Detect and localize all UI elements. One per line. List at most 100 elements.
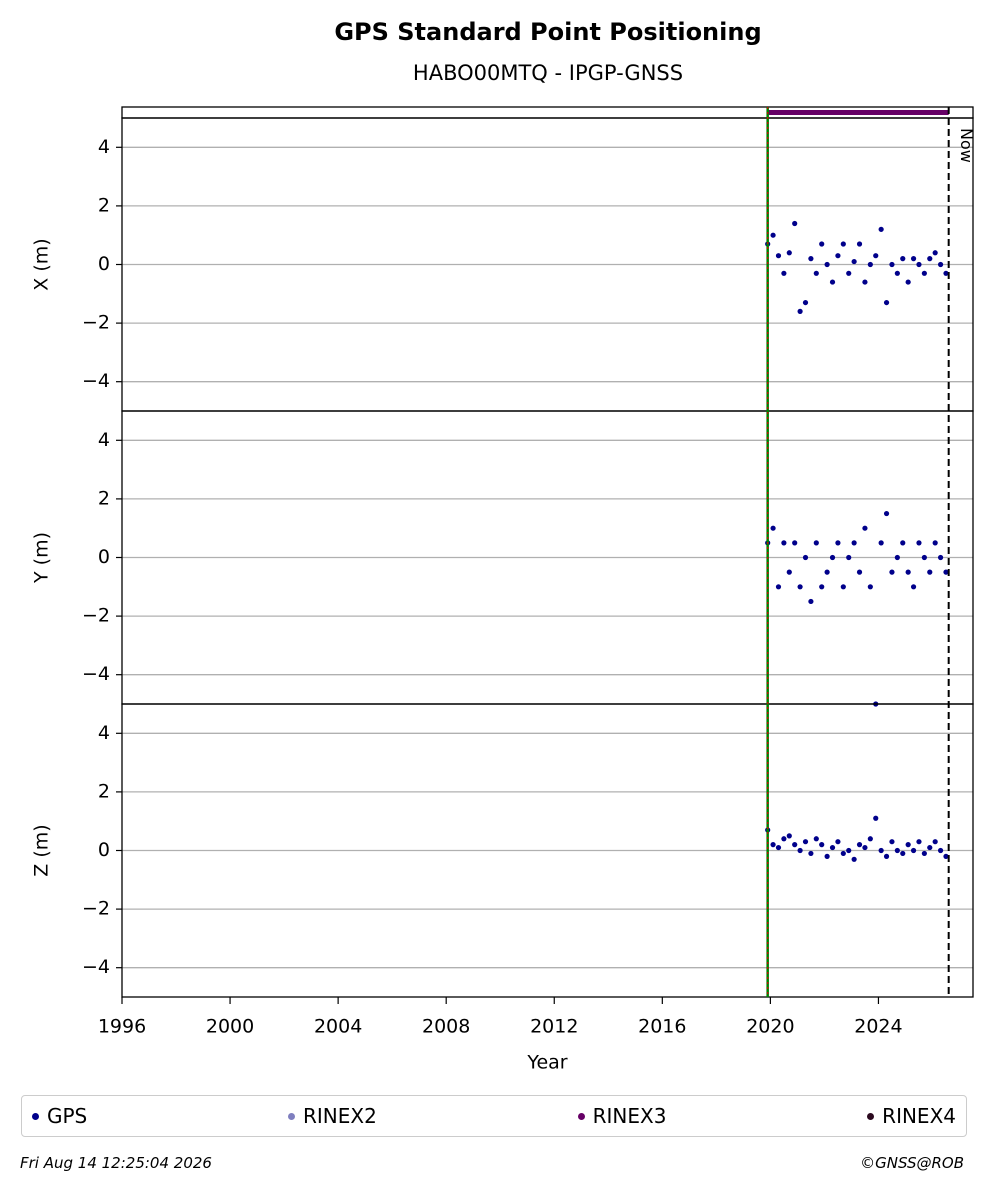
data-point — [932, 540, 938, 546]
x-tick-label: 2008 — [422, 1016, 470, 1038]
legend-label: GPS — [47, 1104, 88, 1128]
data-point — [894, 270, 900, 276]
legend-label: RINEX4 — [882, 1104, 956, 1128]
data-point — [819, 842, 825, 848]
data-point — [819, 584, 825, 590]
data-point — [937, 554, 944, 561]
data-point — [770, 232, 776, 238]
data-point — [889, 569, 895, 575]
data-point — [873, 815, 879, 821]
data-point — [862, 279, 868, 285]
x-tick-label: 2004 — [314, 1016, 362, 1038]
data-point — [943, 569, 949, 575]
y-tick-label: 4 — [98, 722, 110, 744]
data-point — [856, 842, 863, 848]
legend-marker — [32, 1112, 39, 1120]
y-tick-label: 0 — [98, 839, 110, 861]
data-point — [775, 253, 782, 259]
data-point — [916, 839, 922, 845]
y-tick-label: 0 — [98, 546, 110, 568]
data-point — [829, 554, 836, 561]
legend-item: GPS — [32, 1104, 87, 1128]
data-point — [840, 241, 846, 247]
y-axis-label: Y (m) — [31, 532, 53, 584]
data-point — [921, 554, 927, 561]
data-point — [937, 261, 944, 268]
data-point — [889, 839, 895, 845]
data-point — [910, 256, 917, 262]
data-point — [883, 510, 890, 517]
legend: GPS RINEX2 RINEX3 RINEX4 — [21, 1095, 967, 1137]
data-point — [808, 850, 814, 857]
data-point — [770, 842, 776, 848]
x-tick-label: 2024 — [854, 1016, 902, 1038]
data-point — [867, 584, 873, 590]
data-point — [797, 308, 803, 314]
x-tick-label: 1996 — [98, 1016, 146, 1038]
data-point — [797, 847, 803, 854]
data-point — [808, 256, 814, 262]
legend-marker — [288, 1112, 296, 1120]
data-point — [851, 856, 857, 862]
legend-item: RINEX4 — [867, 1104, 956, 1128]
data-point — [916, 261, 922, 268]
data-point — [846, 554, 852, 561]
data-point — [775, 844, 782, 851]
data-point — [916, 540, 922, 546]
data-point — [775, 584, 782, 590]
y-tick-label: −4 — [82, 956, 110, 978]
footer-credit: ©GNSS@ROB — [860, 1154, 964, 1172]
chart: GPS Standard Point Positioning HABO00MTQ… — [31, 18, 977, 1074]
y-tick-label: 0 — [98, 253, 110, 275]
data-point — [867, 261, 873, 268]
legend-label: RINEX2 — [303, 1104, 377, 1128]
data-point — [802, 554, 809, 561]
y-tick-label: 2 — [98, 780, 110, 802]
data-point — [786, 569, 792, 575]
legend-item: RINEX3 — [577, 1104, 666, 1128]
data-point — [819, 241, 825, 247]
data-point — [856, 569, 863, 575]
data-point — [824, 853, 830, 859]
data-point — [786, 833, 792, 839]
y-tick-label: 4 — [98, 429, 110, 451]
y-axis-label: Z (m) — [31, 824, 53, 876]
data-point — [835, 540, 841, 546]
data-point — [835, 253, 841, 259]
chart-subtitle: HABO00MTQ - IPGP-GNSS — [413, 61, 683, 85]
data-point — [878, 226, 884, 232]
data-point — [883, 299, 890, 306]
data-point — [824, 261, 830, 268]
data-point — [846, 270, 852, 276]
data-point — [808, 598, 814, 605]
data-point — [835, 839, 841, 845]
panel-frame — [121, 703, 974, 998]
data-point — [813, 540, 819, 546]
data-point — [862, 525, 868, 531]
data-point — [829, 844, 836, 851]
y-tick-label: −4 — [82, 370, 110, 392]
legend-marker — [867, 1112, 875, 1120]
y-tick-label: 2 — [98, 194, 110, 216]
chart-title: GPS Standard Point Positioning — [334, 18, 761, 46]
y-tick-label: 4 — [98, 136, 110, 158]
data-point — [894, 554, 900, 561]
data-point — [851, 540, 857, 546]
data-point — [781, 540, 787, 546]
data-point — [867, 836, 873, 842]
data-point — [840, 850, 846, 857]
data-point — [937, 847, 944, 854]
data-point — [910, 584, 917, 590]
data-point — [792, 842, 798, 848]
data-point — [840, 584, 846, 590]
data-point — [824, 569, 830, 575]
data-point — [921, 850, 927, 857]
x-tick-label: 2016 — [638, 1016, 686, 1038]
x-tick-label: 2000 — [206, 1016, 254, 1038]
data-point — [829, 279, 836, 285]
data-point — [862, 844, 868, 851]
data-point — [781, 270, 787, 276]
data-point — [792, 220, 798, 227]
data-point — [927, 256, 933, 262]
x-tick-label: 2012 — [530, 1016, 578, 1038]
